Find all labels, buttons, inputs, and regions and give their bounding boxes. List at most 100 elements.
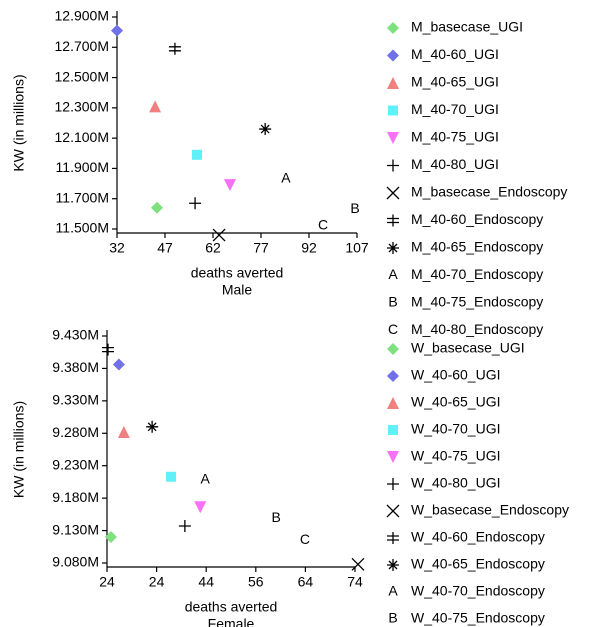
marker: A bbox=[201, 471, 211, 487]
x-tick-label: 32 bbox=[109, 240, 125, 256]
legend-label: M_basecase_UGI bbox=[411, 19, 523, 35]
legend-marker: C bbox=[388, 321, 398, 337]
y-tick-label: 11.700M bbox=[56, 189, 109, 205]
x-tick-label: 47 bbox=[157, 240, 173, 256]
marker: B bbox=[350, 200, 359, 216]
legend-marker bbox=[388, 105, 398, 116]
legend-label: W_40-70_UGI bbox=[411, 421, 500, 437]
legend-marker: B bbox=[388, 610, 397, 626]
y-tick-label: 12.500M bbox=[55, 68, 109, 84]
x-tick-label: 44 bbox=[198, 574, 214, 590]
x-axis-label: deaths averted bbox=[185, 599, 278, 615]
subtitle: Female bbox=[208, 616, 255, 627]
marker bbox=[104, 531, 117, 544]
x-axis-label: deaths averted bbox=[191, 265, 284, 281]
marker bbox=[259, 123, 272, 136]
marker bbox=[101, 343, 114, 356]
x-tick-label: 74 bbox=[347, 574, 363, 590]
marker: B bbox=[271, 509, 280, 525]
legend-marker bbox=[387, 397, 399, 409]
legend-label: W_40-70_Endoscopy bbox=[411, 583, 545, 599]
y-tick-label: 9.280M bbox=[52, 424, 99, 440]
legend-label: M_40-75_Endoscopy bbox=[411, 294, 543, 310]
legend-label: M_40-60_Endoscopy bbox=[411, 211, 543, 227]
legend-marker bbox=[387, 214, 399, 227]
legend-label: M_40-60_UGI bbox=[411, 46, 499, 62]
legend-marker bbox=[386, 504, 400, 518]
legend-marker bbox=[387, 242, 399, 254]
marker: C bbox=[300, 531, 310, 547]
marker bbox=[146, 420, 159, 433]
x-tick-label: 24 bbox=[149, 574, 165, 590]
legend-label: M_40-65_Endoscopy bbox=[411, 239, 543, 255]
y-tick-label: 9.230M bbox=[52, 456, 99, 472]
marker bbox=[212, 228, 226, 242]
y-tick-label: 9.130M bbox=[52, 521, 99, 537]
y-tick-label: 9.330M bbox=[52, 392, 99, 408]
legend-label: W_40-65_Endoscopy bbox=[411, 556, 545, 572]
legend-label: W_40-75_UGI bbox=[411, 448, 500, 464]
marker bbox=[168, 42, 181, 55]
legend-marker bbox=[387, 559, 399, 571]
legend-label: W_40-65_UGI bbox=[411, 394, 500, 410]
marker: C bbox=[318, 217, 328, 233]
y-tick-label: 11.500M bbox=[56, 220, 109, 236]
marker bbox=[117, 425, 130, 438]
y-tick-label: 12.100M bbox=[55, 129, 109, 145]
x-tick-label: 64 bbox=[298, 574, 314, 590]
y-tick-label: 9.380M bbox=[52, 359, 99, 375]
legend-label: M_40-70_Endoscopy bbox=[411, 266, 543, 282]
marker bbox=[351, 557, 365, 571]
y-tick-label: 9.180M bbox=[52, 489, 99, 505]
marker bbox=[189, 197, 202, 210]
legend-marker: A bbox=[388, 583, 398, 599]
legend-label: M_40-80_UGI bbox=[411, 156, 499, 172]
legend-label: M_basecase_Endoscopy bbox=[411, 184, 567, 200]
legend-label: W_basecase_Endoscopy bbox=[411, 502, 569, 518]
marker bbox=[192, 149, 202, 160]
x-tick-label: 92 bbox=[301, 240, 317, 256]
marker bbox=[223, 179, 236, 192]
marker bbox=[178, 520, 191, 533]
y-axis-label: KW (in millions) bbox=[11, 401, 27, 498]
legend-marker bbox=[387, 132, 399, 144]
legend-label: W_40-80_UGI bbox=[411, 475, 500, 491]
legend-marker: A bbox=[388, 266, 398, 282]
x-tick-label: 62 bbox=[205, 240, 221, 256]
legend-marker bbox=[387, 49, 399, 62]
legend-marker bbox=[387, 77, 399, 89]
marker bbox=[151, 201, 163, 214]
y-tick-label: 9.430M bbox=[52, 327, 99, 343]
marker bbox=[112, 358, 125, 371]
legend-marker bbox=[387, 370, 399, 382]
marker bbox=[165, 471, 176, 482]
y-axis-label: KW (in millions) bbox=[11, 74, 27, 171]
x-tick-label: 77 bbox=[253, 240, 269, 256]
y-tick-label: 12.900M bbox=[55, 8, 109, 24]
legend-marker bbox=[388, 425, 398, 435]
legend-label: M_40-65_UGI bbox=[411, 74, 499, 90]
legend-label: W_40-75_Endoscopy bbox=[411, 610, 545, 626]
x-tick-label: 107 bbox=[345, 240, 369, 256]
y-tick-label: 11.900M bbox=[56, 159, 109, 175]
legend-label: W_40-60_UGI bbox=[411, 367, 500, 383]
x-tick-label: 24 bbox=[99, 574, 115, 590]
marker bbox=[149, 100, 162, 113]
legend-marker bbox=[387, 532, 399, 544]
y-tick-label: 9.080M bbox=[52, 554, 99, 570]
legend-label: W_basecase_UGI bbox=[411, 340, 525, 356]
legend-marker bbox=[387, 478, 399, 490]
marker: A bbox=[281, 170, 291, 186]
legend-label: M_40-75_UGI bbox=[411, 129, 499, 145]
legend-marker: B bbox=[388, 294, 397, 310]
marker bbox=[111, 24, 123, 37]
legend-marker bbox=[387, 159, 399, 172]
legend-marker bbox=[387, 22, 399, 34]
legend-marker bbox=[387, 451, 399, 463]
y-tick-label: 12.300M bbox=[55, 99, 109, 115]
x-tick-label: 56 bbox=[248, 574, 264, 590]
legend-label: W_40-60_Endoscopy bbox=[411, 529, 545, 545]
legend-marker bbox=[387, 343, 399, 355]
legend-label: M_40-70_UGI bbox=[411, 101, 499, 117]
